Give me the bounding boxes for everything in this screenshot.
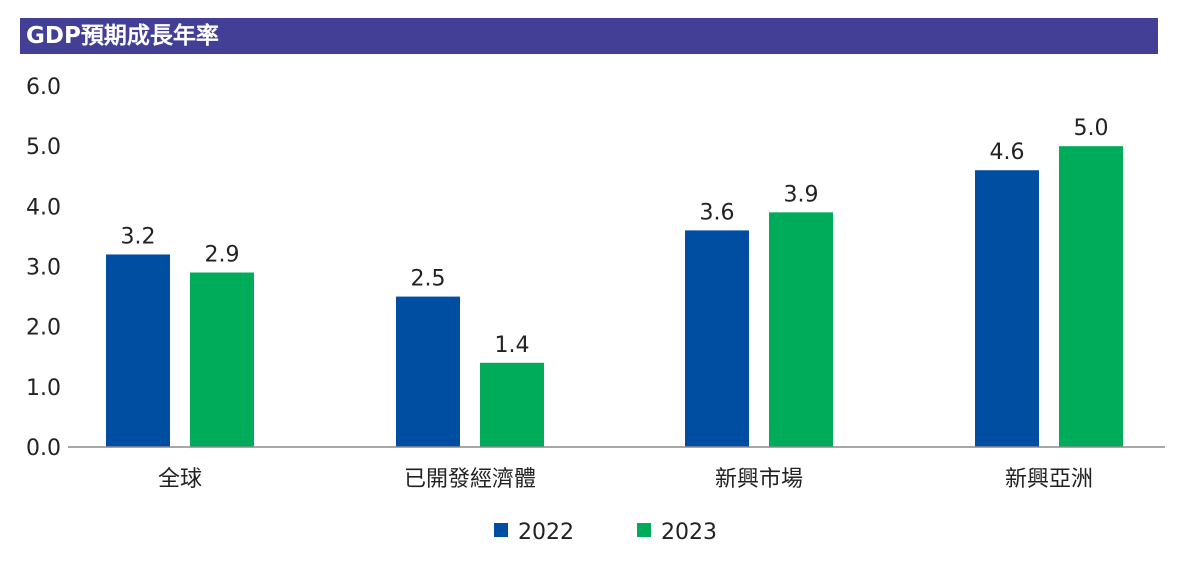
y-tick-label: 5.0	[26, 135, 61, 160]
y-axis-ticks: 0.0 1.0 2.0 3.0 4.0 5.0 6.0	[26, 75, 61, 461]
data-label-2023-2: 3.9	[784, 182, 819, 207]
category-label-2: 新興市場	[715, 467, 803, 492]
category-label-1: 已開發經濟體	[404, 467, 536, 492]
y-tick-label: 0.0	[26, 436, 61, 461]
data-label-2022-1: 2.5	[411, 267, 446, 292]
legend-label-2022: 2022	[518, 520, 574, 545]
data-label-2022-0: 3.2	[121, 224, 156, 249]
legend-label-2023: 2023	[661, 520, 717, 545]
y-tick-label: 1.0	[26, 376, 61, 401]
bars	[106, 146, 1123, 447]
data-label-2023-0: 2.9	[205, 243, 240, 268]
bar-2022-0	[106, 254, 170, 447]
data-label-2022-3: 4.6	[990, 140, 1025, 165]
bar-2023-1	[480, 362, 544, 447]
data-label-2022-2: 3.6	[700, 200, 735, 225]
data-label-2023-1: 1.4	[495, 333, 530, 358]
bar-2023-3	[1059, 146, 1123, 447]
bar-2022-2	[685, 230, 749, 447]
y-tick-label: 3.0	[26, 256, 61, 281]
y-tick-label: 2.0	[26, 316, 61, 341]
chart-title: GDP預期成長年率	[20, 18, 1158, 54]
category-label-0: 全球	[158, 467, 202, 492]
legend: 2022 2023	[494, 520, 717, 545]
category-labels: 全球 已開發經濟體 新興市場 新興亞洲	[158, 467, 1093, 492]
y-tick-label: 4.0	[26, 195, 61, 220]
data-labels: 3.2 2.9 2.5 1.4 3.6 3.9 4.6 5.0	[121, 116, 1109, 358]
legend-swatch-2023	[637, 523, 651, 537]
y-tick-label: 6.0	[26, 75, 61, 100]
bar-2022-3	[975, 170, 1039, 447]
legend-swatch-2022	[494, 523, 508, 537]
bar-2023-0	[190, 272, 254, 447]
bar-2023-2	[769, 212, 833, 447]
data-label-2023-3: 5.0	[1074, 116, 1109, 141]
category-label-3: 新興亞洲	[1005, 467, 1093, 492]
bar-2022-1	[396, 296, 460, 447]
